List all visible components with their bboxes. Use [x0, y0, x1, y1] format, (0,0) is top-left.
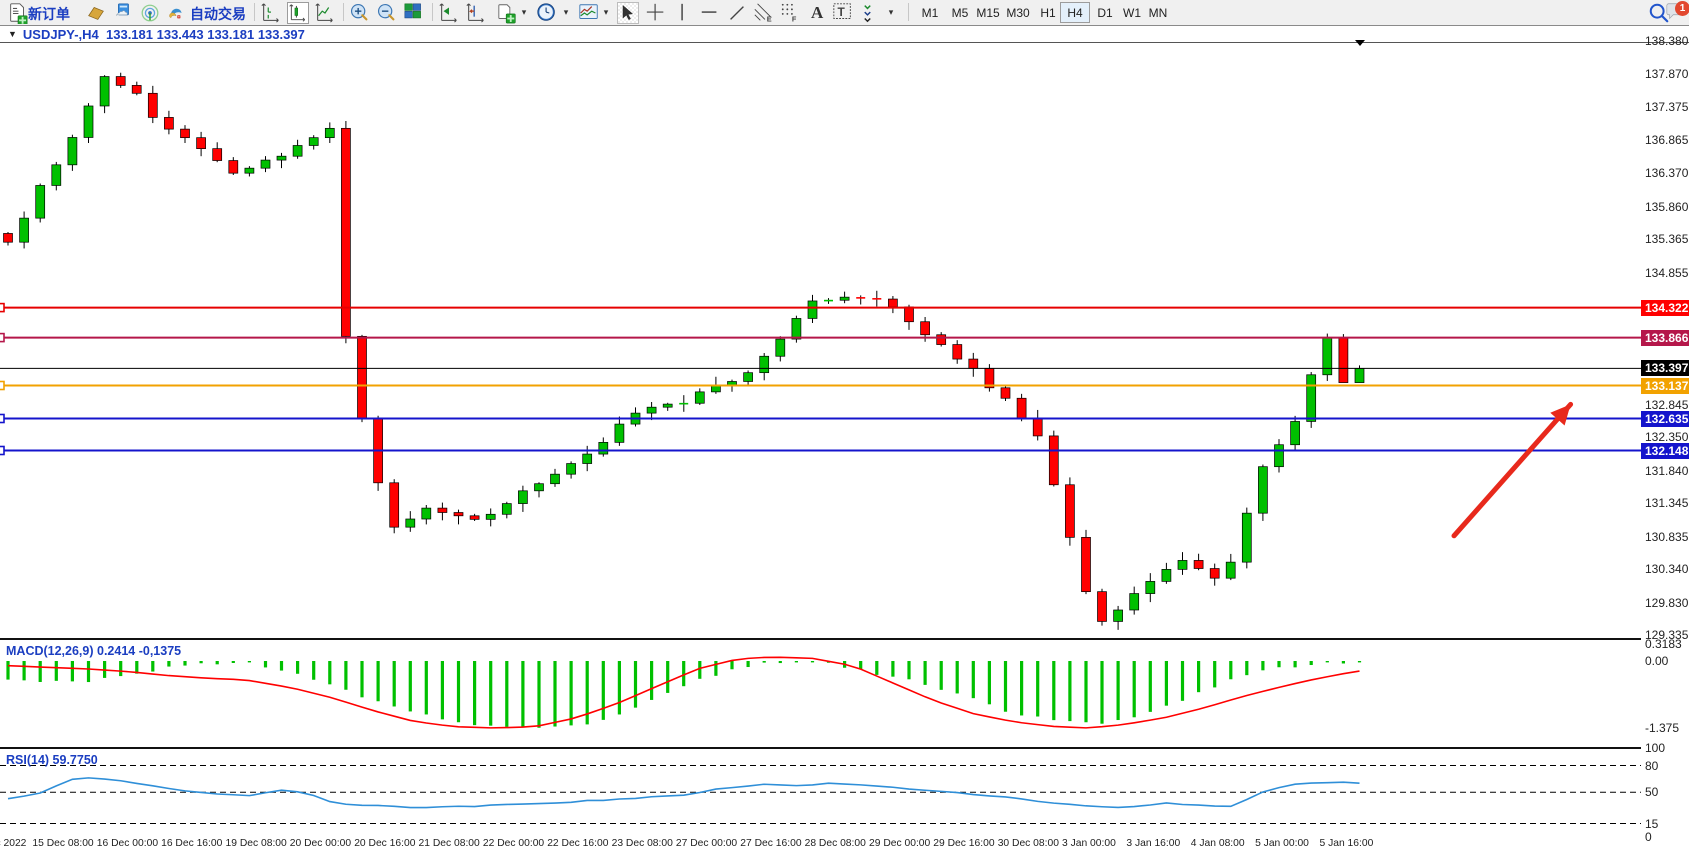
svg-text:T: T — [838, 5, 846, 19]
svg-text:E: E — [767, 14, 772, 23]
svg-text:F: F — [792, 14, 797, 23]
